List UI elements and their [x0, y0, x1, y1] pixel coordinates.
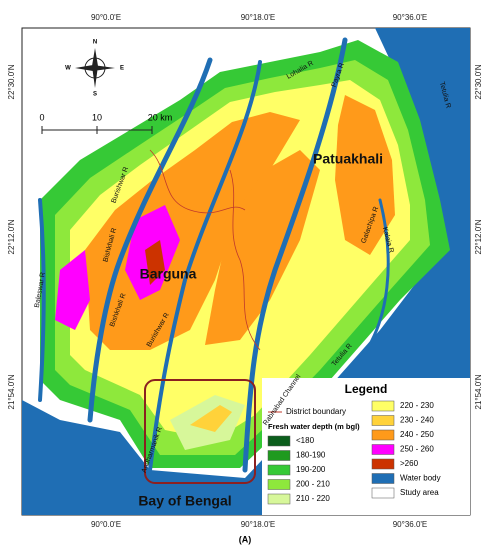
legend-label: <180 — [296, 436, 315, 445]
legend-label: 210 - 220 — [296, 494, 330, 503]
legend-swatch — [371, 487, 395, 499]
legend-label: 190-200 — [296, 465, 326, 474]
legend-swatch — [267, 479, 291, 490]
legend-swatch — [371, 444, 395, 455]
scale-label: 10 — [92, 112, 102, 122]
place-label: Patuakhali — [313, 151, 383, 167]
axis-label: 22°12.0'N — [7, 219, 16, 254]
compass-arrows — [75, 48, 115, 88]
axis-label: 22°30.0'N — [474, 64, 483, 99]
axis-label: 90°0.0'E — [91, 520, 121, 529]
legend-swatch — [267, 493, 291, 505]
axis-label: 22°30.0'N — [7, 64, 16, 99]
legend-label: >260 — [400, 459, 419, 468]
legend-swatch — [267, 450, 291, 461]
legend-swatch — [371, 429, 395, 441]
compass-label: N — [93, 40, 97, 46]
legend-label: Study area — [400, 488, 439, 497]
compass-label: S — [93, 92, 97, 98]
legend-label: Water body — [400, 474, 441, 483]
legend-label: 180-190 — [296, 451, 326, 460]
axis-label: 22°12.0'N — [474, 219, 483, 254]
district-boundary — [229, 169, 261, 351]
depth-zone — [145, 240, 165, 285]
compass-label: E — [120, 66, 124, 72]
place-label: Bay of Bengal — [138, 493, 231, 509]
legend-title: Legend — [345, 382, 388, 396]
depth-zone — [335, 95, 395, 255]
legend-swatch — [371, 400, 395, 412]
place-label: Barguna — [140, 266, 197, 282]
legend-swatch — [371, 415, 395, 426]
axis-label: 90°18.0'E — [241, 13, 276, 22]
legend-label: District boundary — [286, 407, 346, 416]
axis-label: 21°54.0'N — [474, 374, 483, 409]
compass-label: W — [65, 66, 71, 72]
legend-label: 240 - 250 — [400, 430, 434, 439]
axis-label: 21°54.0'N — [7, 374, 16, 409]
axis-label: 90°36.0'E — [393, 13, 428, 22]
axis-label: 90°18.0'E — [241, 520, 276, 529]
caption: (A) — [239, 534, 252, 544]
scale-label: 20 km — [148, 112, 173, 122]
depth-zone — [190, 405, 232, 432]
depth-zone — [205, 150, 320, 345]
legend-swatch — [371, 458, 395, 470]
legend-label: 250 - 260 — [400, 445, 434, 454]
legend-swatch — [267, 435, 291, 447]
legend-box — [262, 378, 470, 515]
depth-zone — [55, 250, 90, 330]
rivers — [38, 37, 390, 473]
legend-swatch — [267, 464, 291, 476]
scale-label: 0 — [39, 112, 44, 122]
legend-label: 230 - 240 — [400, 416, 434, 425]
legend-label: 220 - 230 — [400, 401, 434, 410]
legend-subtitle: Fresh water depth (m bgl) — [268, 422, 360, 431]
legend-label: 200 - 210 — [296, 480, 330, 489]
axis-label: 90°0.0'E — [91, 13, 121, 22]
study-box — [144, 379, 256, 484]
district-boundary — [149, 149, 246, 214]
axis-label: 90°36.0'E — [393, 520, 428, 529]
legend-swatch — [371, 473, 395, 484]
